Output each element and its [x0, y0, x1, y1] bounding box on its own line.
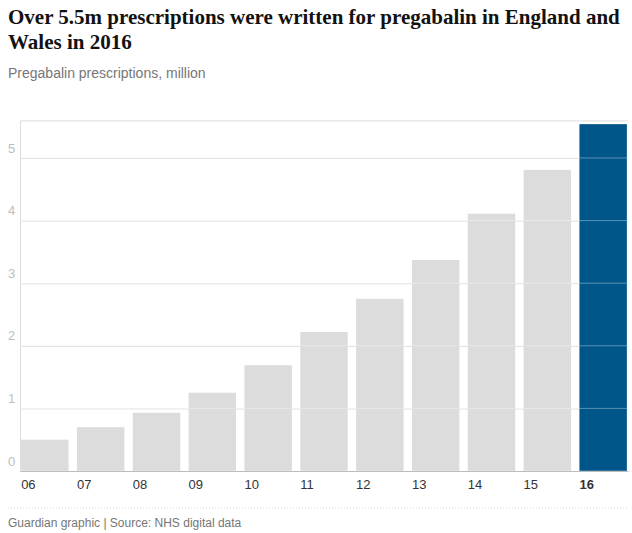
subtitle: Pregabalin prescriptions, million [8, 65, 206, 81]
x-tick-label: 14 [468, 477, 482, 492]
x-tick: 06 [21, 471, 45, 492]
bar [244, 365, 291, 471]
title-line: Wales in 2016 [8, 30, 132, 54]
bar [189, 393, 236, 471]
x-tick-label: 09 [189, 477, 203, 492]
grid-line [20, 471, 628, 472]
bars [21, 124, 627, 471]
x-tick: 12 [356, 471, 380, 492]
y-axis: 0 1 2 3 4 5 [8, 121, 628, 472]
y-tick-label: 3 [8, 266, 15, 281]
grid-line [20, 158, 628, 159]
x-tick-label: 13 [412, 477, 426, 492]
bar [133, 413, 180, 471]
x-tick: 09 [189, 471, 213, 492]
bar [468, 214, 515, 471]
bar [524, 170, 571, 471]
grid-overlay [20, 158, 628, 471]
title-line: Over 5.5m prescriptions were written for… [8, 5, 620, 29]
grid-line [20, 471, 628, 472]
x-tick-label: 07 [77, 477, 91, 492]
x-tick: 13 [412, 471, 436, 492]
x-tick-label: 15 [524, 477, 538, 492]
bar [356, 299, 403, 471]
chart: Over 5.5m prescriptions were written for… [0, 0, 632, 533]
x-tick-label: 06 [21, 477, 35, 492]
x-axis-line [21, 471, 629, 472]
bar [412, 260, 459, 471]
source: Guardian graphic | Source: NHS digital d… [8, 516, 242, 530]
bar [21, 440, 68, 471]
x-tick: 15 [524, 471, 548, 492]
y-tick-label: 1 [8, 391, 15, 406]
grid-line [20, 345, 628, 346]
y-tick-label: 4 [8, 203, 15, 218]
x-tick: 10 [244, 471, 268, 492]
x-tick: 07 [77, 471, 101, 492]
x-tick: 11 [300, 471, 324, 492]
y-axis-line [21, 121, 629, 472]
x-tick: 14 [468, 471, 492, 492]
bar [77, 427, 124, 471]
grid-line [20, 408, 628, 409]
bar [300, 332, 347, 471]
y-tick: 5 [8, 141, 628, 159]
x-tick: 08 [133, 471, 157, 492]
grid-line [20, 157, 628, 158]
x-axis: 06 07 08 09 10 11 12 13 14 15 16 [21, 471, 629, 492]
grid-line [20, 283, 628, 284]
bar [579, 124, 626, 471]
y-tick-label: 5 [8, 141, 15, 156]
grid-line [20, 220, 628, 221]
x-tick-label: 11 [300, 477, 314, 492]
x-tick-label: 12 [356, 477, 370, 492]
x-tick-label: 10 [244, 477, 258, 492]
x-tick-label: 08 [133, 477, 147, 492]
title: Over 5.5m prescriptions were written for… [8, 5, 620, 54]
y-tick-label: 0 [8, 454, 15, 469]
x-tick: 16 [579, 471, 603, 492]
x-tick-label: 16 [579, 477, 593, 492]
y-tick-label: 2 [8, 328, 15, 343]
footer-rule [8, 508, 628, 509]
